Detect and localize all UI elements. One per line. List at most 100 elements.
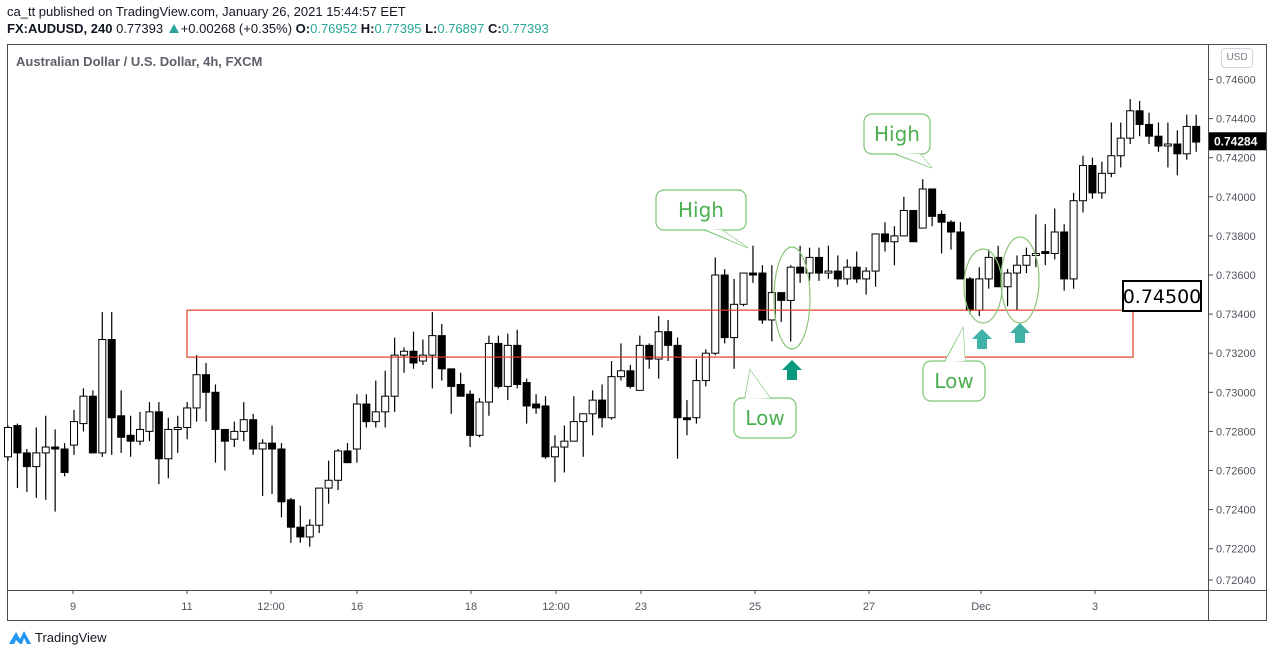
candle <box>956 222 965 280</box>
candle <box>579 413 588 457</box>
up-arrow-icon[interactable] <box>782 360 802 380</box>
time-tick-label: 18 <box>465 601 477 613</box>
zone-rectangle[interactable] <box>186 309 1134 358</box>
candle-body-up <box>767 292 776 321</box>
candle-body-up <box>871 233 880 272</box>
candle-body-up <box>192 374 201 409</box>
time-tick-label: 16 <box>351 601 363 613</box>
low-value: 0.76897 <box>437 21 485 36</box>
candle-body-up <box>1079 165 1088 202</box>
candle <box>437 323 446 381</box>
candle <box>616 343 625 381</box>
callout-low[interactable]: Low <box>733 368 797 439</box>
candle-body-up <box>975 278 984 311</box>
last-price-box <box>1209 132 1266 151</box>
last-price-marker: 0.74284 <box>1209 132 1266 151</box>
price-tick-label: 0.74000 <box>1216 192 1256 204</box>
support-zone[interactable]: 0.74500 <box>186 280 1202 358</box>
candle <box>362 394 371 428</box>
callout-box <box>655 189 747 231</box>
candle-body-down <box>956 231 965 280</box>
symbol-info-line: FX:AUDUSD, 240 0.77393 +0.00268 (+0.35%)… <box>7 21 549 36</box>
candle <box>428 312 437 389</box>
candle-body-up <box>918 188 927 229</box>
highlight-ellipse[interactable] <box>773 246 811 350</box>
candle-body-up <box>692 380 701 419</box>
candle-body-down <box>909 209 918 243</box>
candle-body-down <box>626 370 635 387</box>
candle-body-up <box>475 401 484 436</box>
candle <box>117 390 126 453</box>
candle-body-up <box>607 376 616 419</box>
candle-body-down <box>758 272 767 321</box>
last-price-label: 0.74284 <box>1214 134 1258 148</box>
candle-body-up <box>550 446 559 458</box>
candle <box>1126 99 1135 145</box>
up-arrow-icon[interactable] <box>1010 323 1030 343</box>
candle <box>786 265 795 342</box>
candle-body-up <box>136 428 145 442</box>
candle <box>692 359 701 424</box>
candle-body-up <box>352 403 361 450</box>
candle <box>871 233 880 287</box>
candle <box>824 245 833 279</box>
candle-body-down <box>1060 231 1069 280</box>
time-axis[interactable]: 9 11 12:00 16 18 12:00 23 25 27 Dec 3 <box>70 590 1098 613</box>
candle-body-down <box>880 233 889 243</box>
price-tick-label: 0.72200 <box>1216 544 1256 556</box>
candle <box>447 368 456 414</box>
candle <box>192 355 201 422</box>
candle-body-up <box>428 335 437 356</box>
candle-body-up <box>579 413 588 423</box>
currency-button[interactable]: USD <box>1221 48 1253 68</box>
candle <box>268 425 277 494</box>
candle <box>1060 224 1069 291</box>
callout-low[interactable]: Low <box>922 325 986 402</box>
candle-body-down <box>1154 135 1163 147</box>
candle <box>1192 114 1201 152</box>
candle <box>211 384 220 463</box>
candle <box>550 435 559 483</box>
candle-body-up <box>79 395 88 425</box>
time-tick-label: 27 <box>863 601 875 613</box>
candle-body-up <box>890 235 899 243</box>
candle <box>852 251 861 283</box>
candle <box>532 394 541 414</box>
candle-body-down <box>673 344 682 419</box>
candle <box>126 415 135 457</box>
callout-high[interactable]: High <box>655 189 749 249</box>
candle <box>975 267 984 317</box>
candle <box>1022 247 1031 274</box>
candle <box>22 448 31 493</box>
candle-body-down <box>296 526 305 538</box>
candle-body-down <box>447 368 456 387</box>
candle-body-down <box>720 274 729 339</box>
candle-body-down <box>362 403 371 423</box>
candle <box>258 439 267 496</box>
callout-text: High <box>874 122 920 146</box>
candle <box>1088 157 1097 199</box>
zone-label-box[interactable] <box>1122 280 1202 312</box>
annotations[interactable]: High Low High Low <box>655 113 1040 439</box>
candle-body-down <box>13 425 22 454</box>
candle-body-up <box>183 407 192 428</box>
candle <box>400 347 409 373</box>
candle-body-down <box>1145 123 1154 137</box>
callout-high[interactable]: High <box>863 113 933 169</box>
candle-body-down <box>1135 110 1144 125</box>
up-arrow-icon[interactable] <box>972 329 992 349</box>
symbol[interactable]: FX:AUDUSD, 240 <box>7 21 113 36</box>
highlight-ellipse[interactable] <box>963 248 1003 324</box>
price-axis[interactable]: 0.74600 0.74400 0.74200 0.74000 0.73800 0.736… <box>1208 75 1256 587</box>
footer-brand[interactable]: TradingView <box>8 628 107 646</box>
time-tick-label: 12:00 <box>257 601 285 613</box>
candle-body-up <box>164 428 173 460</box>
candle <box>494 335 503 389</box>
published-line: ca_tt published on TradingView.com, Janu… <box>7 4 406 19</box>
candle-body-down <box>268 442 277 450</box>
tradingview-logo-icon <box>9 631 31 644</box>
candle <box>522 378 531 424</box>
candle-body-up <box>1003 272 1012 288</box>
candle-body-up <box>484 342 493 403</box>
